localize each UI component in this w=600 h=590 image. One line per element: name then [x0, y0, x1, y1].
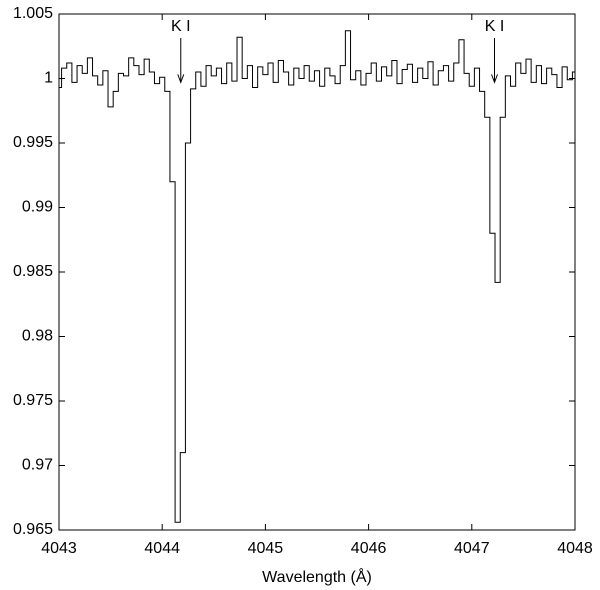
annotation-arrowhead [177, 74, 185, 84]
x-tick-label: 4047 [454, 540, 490, 557]
x-tick-label: 4043 [41, 540, 77, 557]
x-tick-label: 4045 [248, 540, 284, 557]
y-tick-label: 0.995 [13, 134, 53, 151]
y-tick-label: 0.965 [13, 521, 53, 538]
y-tick-label: 0.975 [13, 392, 53, 409]
x-axis-label: Wavelength (Å) [262, 567, 372, 586]
x-tick-label: 4046 [351, 540, 387, 557]
x-tick-label: 4048 [557, 540, 593, 557]
x-tick-label: 4044 [144, 540, 180, 557]
y-tick-label: 0.99 [22, 199, 53, 216]
spectrum-line [59, 30, 575, 523]
plot-frame [58, 13, 576, 531]
annotation-label: K I [485, 18, 505, 35]
y-tick-label: 1.005 [13, 5, 53, 22]
annotation-arrowhead [491, 74, 498, 84]
y-tick-label: 1 [44, 70, 53, 87]
y-tick-label: 0.97 [22, 457, 53, 474]
y-tick-label: 0.98 [22, 328, 53, 345]
annotation-label: K I [171, 18, 191, 35]
y-tick-label: 0.985 [13, 263, 53, 280]
